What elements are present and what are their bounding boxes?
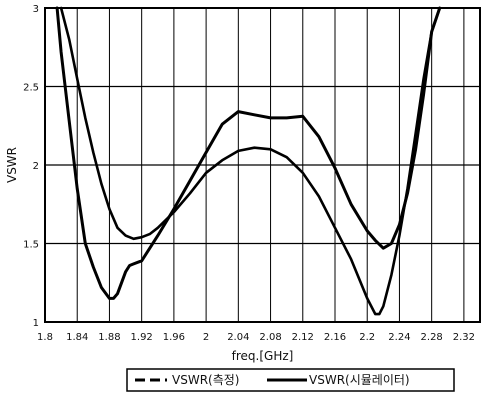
x-tick-label: 2.16 xyxy=(324,332,346,343)
y-tick-label: 3 xyxy=(33,4,39,15)
y-axis-title: VSWR xyxy=(5,147,19,183)
y-tick-label: 2.5 xyxy=(23,83,39,94)
y-tick-label: 1.5 xyxy=(23,240,39,251)
series-layer xyxy=(55,6,442,316)
y-tick-label: 2 xyxy=(33,161,39,172)
x-tick-label: 2.12 xyxy=(292,332,314,343)
legend: VSWR(측정) VSWR(시뮬레이터) xyxy=(126,368,455,392)
plot-frame xyxy=(44,7,481,323)
x-tick-label: 2.24 xyxy=(388,332,410,343)
x-tick-label: 1.8 xyxy=(37,332,53,343)
x-tick-labels: 1.8 1.84 1.88 1.92 1.96 2 2.04 2.08 2.12 2.16 2.2 2… xyxy=(37,332,475,343)
series-line-simulated xyxy=(59,6,442,316)
series-line-measured xyxy=(55,6,442,300)
x-tick-label: 1.96 xyxy=(163,332,185,343)
y-tick-label: 1 xyxy=(33,318,39,329)
x-tick-label: 2.32 xyxy=(453,332,475,343)
x-tick-label: 2.08 xyxy=(259,332,281,343)
y-tick-labels: 1 1.5 2 2.5 3 xyxy=(23,4,39,329)
x-tick-label: 1.88 xyxy=(98,332,120,343)
x-tick-label: 2.04 xyxy=(227,332,249,343)
x-tick-label: 1.84 xyxy=(66,332,88,343)
legend-label-simulated: VSWR(시뮬레이터) xyxy=(309,373,410,387)
grid-lines xyxy=(44,7,480,323)
legend-label-measured: VSWR(측정) xyxy=(172,373,239,387)
x-tick-label: 2.28 xyxy=(421,332,443,343)
x-axis-title: freq.[GHz] xyxy=(232,349,294,363)
x-tick-label: 1.92 xyxy=(131,332,153,343)
x-tick-label: 2.2 xyxy=(359,332,375,343)
x-tick-label: 2 xyxy=(203,332,209,343)
